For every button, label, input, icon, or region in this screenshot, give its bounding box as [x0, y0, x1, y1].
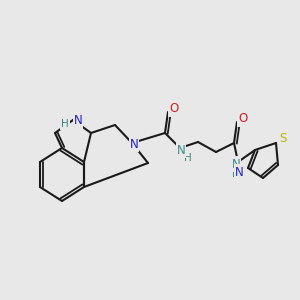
Text: N: N [177, 143, 185, 157]
Text: O: O [169, 103, 178, 116]
Text: N: N [74, 115, 82, 128]
Text: H: H [232, 169, 240, 179]
Text: S: S [279, 131, 287, 145]
Text: H: H [61, 119, 69, 129]
Text: N: N [232, 158, 240, 170]
Text: N: N [130, 137, 138, 151]
Text: H: H [184, 153, 192, 163]
Text: N: N [235, 166, 243, 178]
Text: O: O [238, 112, 247, 125]
